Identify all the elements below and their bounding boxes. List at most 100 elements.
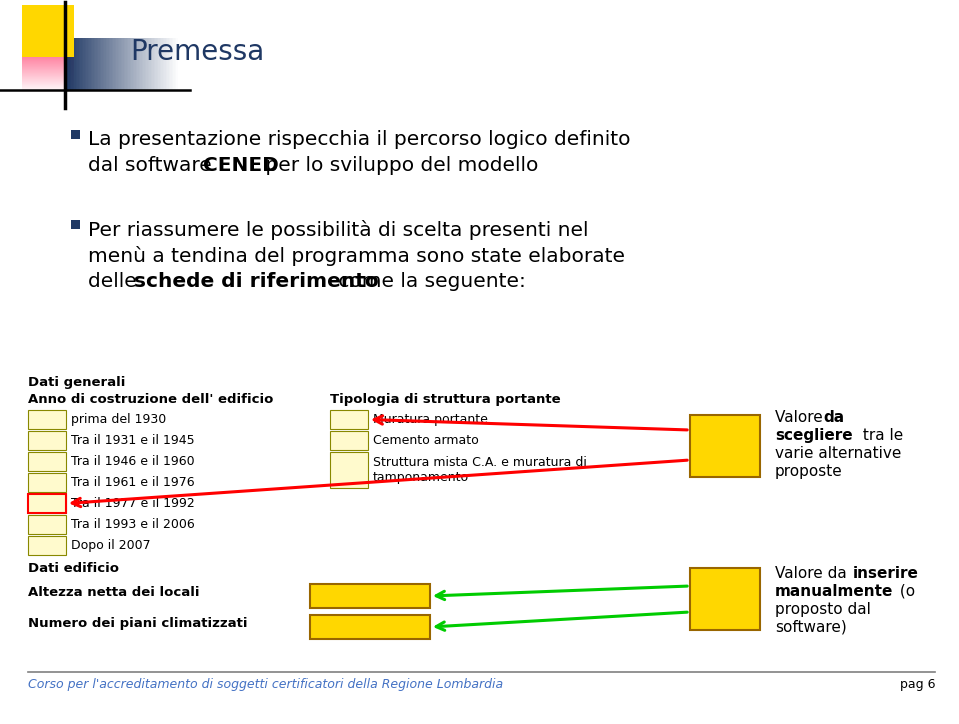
Text: Premessa: Premessa [130,38,265,66]
Bar [156,38,158,90]
Bar [22,73,74,74]
Bar [690,568,760,630]
Bar [87,38,89,90]
Bar [132,38,134,90]
Bar [28,536,66,555]
Bar [143,38,145,90]
Bar [159,38,161,90]
Bar [22,52,74,53]
Bar [155,38,156,90]
Bar [22,74,74,75]
Bar [22,49,74,50]
Text: La presentazione rispecchia il percorso logico definito: La presentazione rispecchia il percorso … [88,130,630,149]
Bar [173,38,175,90]
Bar [104,38,105,90]
Bar [121,38,122,90]
Bar [129,38,131,90]
Bar [22,69,74,70]
Bar [100,38,101,90]
Text: Tra il 1961 e il 1976: Tra il 1961 e il 1976 [71,476,195,489]
Bar [22,67,74,68]
Bar [22,48,74,49]
Bar [71,38,73,90]
Text: Struttura mista C.A. e muratura di
tamponamento: Struttura mista C.A. e muratura di tampo… [373,455,587,484]
Bar [108,38,110,90]
Bar [22,55,74,56]
Bar [22,51,74,52]
Bar [135,38,137,90]
Bar [22,70,74,71]
Bar [170,38,172,90]
Bar [22,65,74,66]
Bar [310,584,430,608]
Text: Cemento armato: Cemento armato [373,434,479,447]
Bar [22,43,74,44]
Bar [172,38,173,90]
Text: tra le: tra le [858,428,903,443]
Bar [77,38,79,90]
Text: Tra il 1946 e il 1960: Tra il 1946 e il 1960 [71,455,195,468]
Bar [166,38,167,90]
Bar [22,5,74,57]
Bar [22,90,74,91]
Bar [153,38,155,90]
Bar [142,38,143,90]
Text: dal software: dal software [88,156,218,175]
Bar [164,38,166,90]
Bar [330,452,368,488]
Text: Corso per l'accreditamento di soggetti certificatori della Regione Lombardia: Corso per l'accreditamento di soggetti c… [28,678,503,691]
Text: proposte: proposte [775,464,843,479]
Text: pag 6: pag 6 [900,678,935,691]
Bar [66,38,68,90]
Bar [110,38,111,90]
Bar [80,38,82,90]
Bar [161,38,162,90]
Text: Tra il 1977 e il 1992: Tra il 1977 e il 1992 [71,497,195,510]
Bar [122,38,124,90]
Bar [22,75,74,76]
Text: da: da [823,410,844,425]
Bar [114,38,116,90]
Bar [22,78,74,79]
Bar [148,38,149,90]
Text: Dati generali: Dati generali [28,376,126,389]
Bar [175,38,176,90]
Text: prima del 1930: prima del 1930 [71,413,166,426]
Bar [22,85,74,86]
Text: manualmente: manualmente [775,584,894,599]
Bar [152,38,153,90]
Bar [22,50,74,51]
Bar [22,86,74,87]
Bar [134,38,135,90]
Text: Valore da: Valore da [775,566,852,581]
Bar [22,60,74,61]
Bar [71,130,80,139]
Bar [124,38,125,90]
Bar [22,87,74,88]
Bar [22,91,74,92]
Bar [22,56,74,57]
Text: Muratura portante: Muratura portante [373,413,488,426]
Bar [22,79,74,80]
Text: proposto dal: proposto dal [775,602,871,617]
Bar [28,431,66,450]
Bar [22,72,74,73]
Bar [22,54,74,55]
Bar [22,68,74,69]
Bar [140,38,142,90]
Bar [28,452,66,471]
Bar [22,89,74,90]
Bar [22,61,74,62]
Bar [76,38,77,90]
Text: Anno di costruzione dell' edificio: Anno di costruzione dell' edificio [28,393,273,406]
Bar [116,38,118,90]
Text: CENED: CENED [203,156,279,175]
Bar [103,38,104,90]
Bar [28,473,66,492]
Bar [22,47,74,48]
Bar [84,38,86,90]
Text: Dopo il 2007: Dopo il 2007 [71,539,151,552]
Text: Numero dei piani climatizzati: Numero dei piani climatizzati [28,617,247,630]
Bar [22,66,74,67]
Bar [28,410,66,429]
